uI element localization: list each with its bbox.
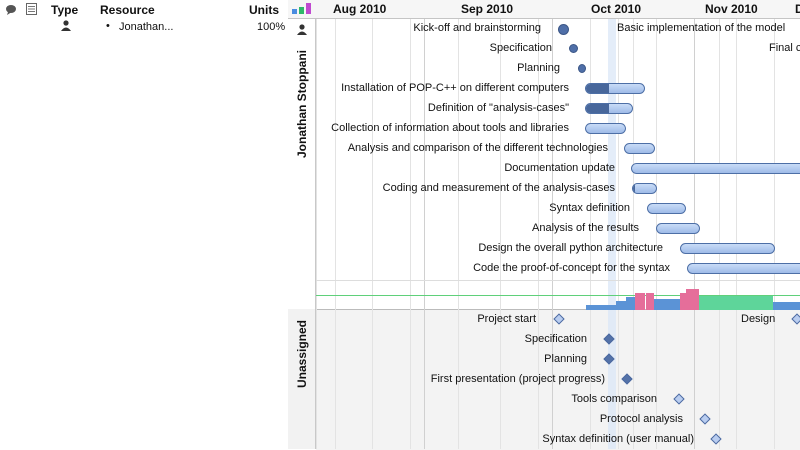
grid-line (500, 18, 501, 449)
unassigned-group-header: Unassigned (288, 309, 316, 449)
milestone-label: Protocol analysis (599, 413, 683, 425)
milestone-label: First presentation (project progress) (430, 373, 605, 385)
task-label: Basic implementation of the model (617, 22, 786, 34)
task-bar[interactable] (687, 263, 800, 274)
grid-line (656, 18, 657, 449)
load-block (586, 305, 616, 310)
grid-line (410, 18, 411, 449)
milestone-label: Syntax definition (user manual) (542, 433, 694, 445)
milestone-label: Planning (544, 353, 587, 365)
grid-line (424, 18, 425, 449)
milestone-label: Project start (477, 313, 536, 325)
overload-block (686, 289, 699, 310)
chart-style-icon[interactable] (291, 2, 313, 15)
month-label: D (795, 2, 800, 16)
task-label: Planning (517, 62, 560, 74)
task-label: Design the overall python architecture (478, 242, 663, 254)
milestone-label: Specification (524, 333, 587, 345)
units-column-header[interactable]: Units (249, 3, 279, 17)
task-bar[interactable] (585, 123, 626, 134)
task-label: Code the proof-of-concept for the syntax (473, 262, 670, 274)
grid-line (372, 18, 373, 449)
milestone-label: Design (741, 313, 776, 325)
task-progress (633, 184, 635, 193)
task-bar[interactable] (632, 183, 657, 194)
comment-icon[interactable] (5, 4, 17, 15)
today-marker (608, 18, 616, 449)
timeline-header: Aug 2010 Sep 2010 Oct 2010 Nov 2010 D (288, 0, 800, 19)
task-bar[interactable] (631, 163, 800, 174)
load-block (773, 302, 800, 310)
task-label: Documentation update (504, 162, 615, 174)
resource-table: Type Resource Units • Jonathan... 100% (0, 0, 288, 449)
grid-line (590, 18, 591, 449)
note-icon[interactable] (26, 3, 37, 15)
grid-line (335, 18, 336, 449)
overload-block (635, 293, 645, 310)
load-block (654, 299, 680, 310)
task-progress (586, 104, 609, 113)
gantt-chart[interactable]: Jonathan Stoppani Unassigned Aug 2010 Se… (288, 0, 800, 450)
load-block (699, 296, 773, 310)
grid-line (719, 18, 720, 449)
task-bar[interactable] (569, 44, 578, 53)
task-label: Coding and measurement of the analysis-c… (382, 182, 615, 194)
units-cell: 100% (257, 21, 286, 33)
load-block (626, 297, 635, 310)
task-label: Final c (769, 42, 800, 54)
resource-group-label: Jonathan Stoppani (295, 50, 309, 158)
resource-column-header[interactable]: Resource (100, 3, 155, 17)
capacity-line (316, 295, 800, 296)
task-progress (586, 84, 610, 93)
task-label: Syntax definition (549, 202, 630, 214)
grid-line (316, 18, 317, 449)
task-bar[interactable] (656, 223, 700, 234)
type-column-header[interactable]: Type (51, 3, 79, 17)
task-bar[interactable] (578, 64, 586, 73)
load-block (616, 301, 626, 310)
task-label: Definition of "analysis-cases" (427, 102, 569, 114)
task-label: Collection of information about tools an… (331, 122, 569, 134)
resource-name-cell: Jonathan... (119, 21, 174, 33)
task-label: Analysis of the results (532, 222, 639, 234)
task-bar[interactable] (558, 24, 569, 35)
grid-line (736, 18, 737, 449)
grid-line (774, 18, 775, 449)
overload-block (646, 293, 654, 310)
task-label: Analysis and comparison of the different… (347, 142, 608, 154)
month-label: Nov 2010 (705, 2, 758, 16)
task-label: Kick-off and brainstorming (413, 22, 541, 34)
task-bar[interactable] (647, 203, 686, 214)
workload-histogram (316, 280, 800, 310)
grid-line (618, 18, 619, 449)
month-label: Aug 2010 (333, 2, 387, 16)
table-row[interactable]: • Jonathan... 100% (0, 18, 288, 35)
person-icon (297, 24, 307, 35)
resource-group-header: Jonathan Stoppani (288, 18, 316, 309)
task-bar[interactable] (680, 243, 775, 254)
unassigned-group-label: Unassigned (295, 320, 309, 389)
overload-block (680, 293, 686, 310)
month-label: Sep 2010 (461, 2, 514, 16)
grid-line (633, 18, 634, 449)
grid-line (458, 18, 459, 449)
grid-line (552, 18, 553, 449)
task-label: Installation of POP-C++ on different com… (341, 82, 569, 94)
task-label: Specification (489, 42, 552, 54)
task-bar[interactable] (624, 143, 655, 154)
milestone-label: Tools comparison (571, 393, 657, 405)
person-icon (61, 20, 71, 31)
task-bar[interactable] (585, 103, 633, 114)
bullet-icon: • (106, 20, 110, 32)
month-label: Oct 2010 (591, 2, 642, 16)
grid-line (538, 18, 539, 449)
task-bar[interactable] (585, 83, 645, 94)
